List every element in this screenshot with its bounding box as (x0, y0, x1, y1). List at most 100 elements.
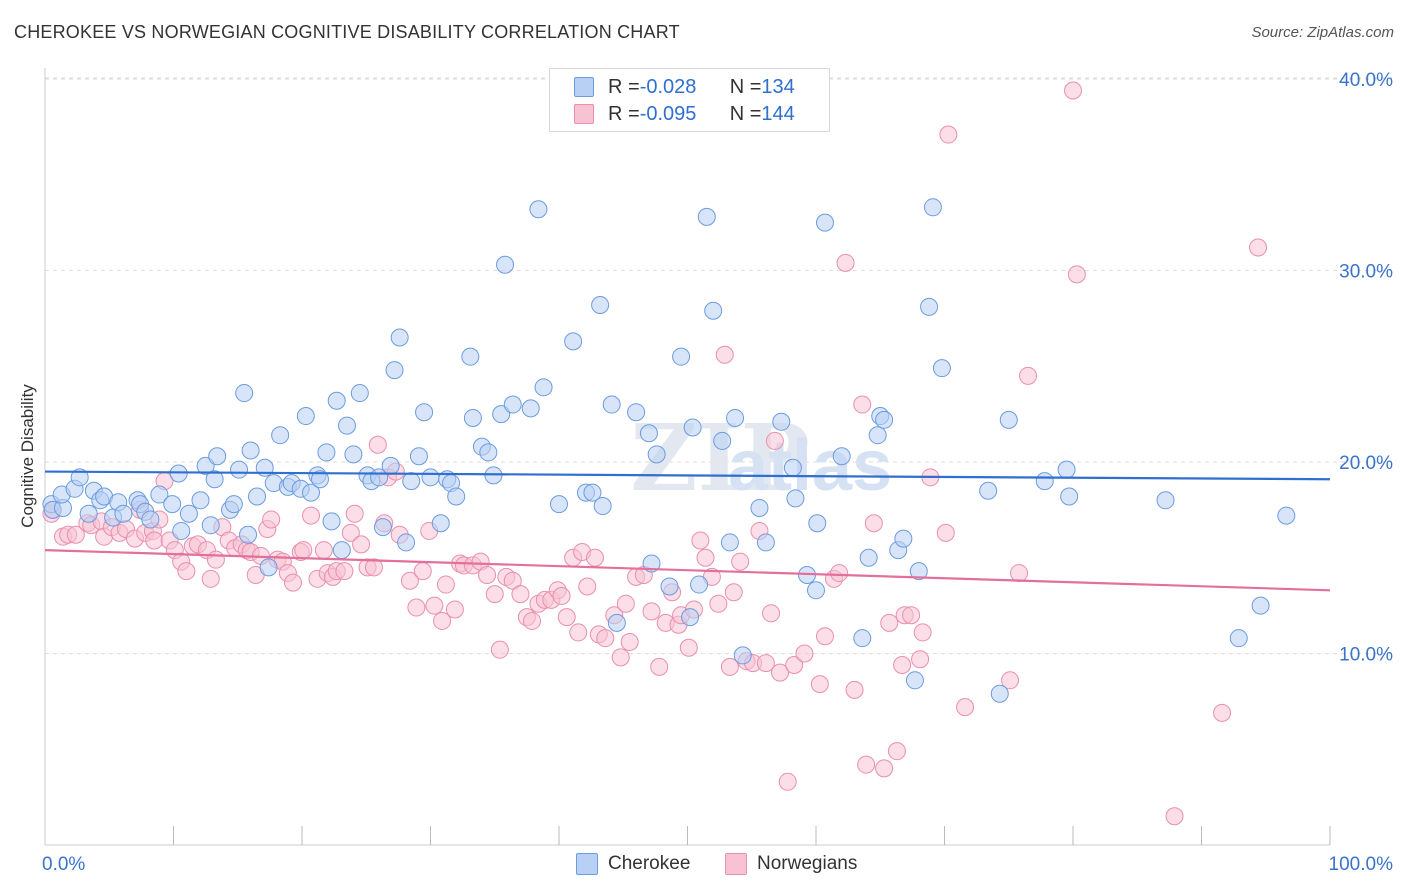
norwegians-point-41 (284, 573, 303, 592)
norwegians-point-37 (262, 510, 281, 529)
watermark-atlas: atlas (728, 426, 892, 506)
cherokee-point-72 (484, 466, 503, 485)
cherokee-point-101 (733, 646, 752, 665)
norwegians-point-88 (569, 623, 588, 642)
cherokee-point-48 (332, 541, 351, 560)
source-credit: Source: ZipAtlas.com (1251, 24, 1394, 41)
cherokee-point-47 (327, 391, 346, 410)
cherokee-point-50 (344, 445, 363, 464)
norwegians-point-44 (301, 506, 320, 525)
norwegians-point-136 (880, 613, 899, 632)
norwegians-point-109 (696, 548, 715, 567)
norwegians-point-151 (1165, 807, 1184, 826)
cherokee-point-113 (859, 548, 878, 567)
cherokee-point-102 (750, 498, 769, 517)
norwegians-point-131 (845, 680, 864, 699)
cherokee-point-12 (114, 504, 133, 523)
cherokee-point-122 (923, 198, 942, 217)
cherokee-point-24 (201, 516, 220, 535)
cherokee-point-127 (1035, 472, 1054, 491)
cherokee-point-67 (447, 487, 466, 506)
legend-row-cherokee: R = -0.028 N = 134 (574, 75, 795, 99)
cherokee-point-130 (1156, 491, 1175, 510)
cherokee-point-126 (999, 410, 1018, 429)
cherokee-point-23 (196, 456, 215, 475)
r-label: R = (608, 75, 640, 98)
norwegians-point-51 (341, 523, 360, 542)
cherokee-point-92 (672, 347, 691, 366)
cherokee-point-118 (894, 529, 913, 548)
cherokee-legend-swatch (576, 853, 598, 875)
cherokee-point-5 (70, 468, 89, 487)
cherokee-point-28 (224, 495, 243, 514)
cherokee-point-125 (990, 684, 1009, 703)
norwegians-point-101 (650, 657, 669, 676)
cherokee-point-111 (832, 447, 851, 466)
cherokee-point-83 (591, 295, 610, 314)
norwegians-point-127 (815, 627, 834, 646)
cherokee-point-58 (390, 328, 409, 347)
norwegians-point-140 (902, 606, 921, 625)
norwegians-point-134 (864, 514, 883, 533)
cherokee-point-94 (683, 418, 702, 437)
cherokee-point-44 (310, 470, 329, 489)
norwegians-point-85 (552, 587, 571, 606)
cherokee-point-121 (920, 297, 939, 316)
norwegians-legend-swatch (725, 853, 747, 875)
cherokee-point-33 (248, 487, 267, 506)
cherokee-point-119 (905, 671, 924, 690)
cherokee-point-76 (521, 399, 540, 418)
cherokee-point-74 (496, 255, 515, 274)
norwegians-point-137 (887, 742, 906, 761)
cherokee-point-31 (239, 525, 258, 544)
norwegians-point-146 (1001, 671, 1020, 690)
cherokee-point-104 (772, 412, 791, 431)
cherokee-point-80 (564, 332, 583, 351)
norwegians-point-111 (709, 594, 728, 613)
cherokee-legend-label: Cherokee (608, 853, 691, 874)
norwegians-point-66 (433, 611, 452, 630)
cherokee-point-59 (397, 533, 416, 552)
norwegians-point-26 (201, 569, 220, 588)
norwegians-point-133 (857, 755, 876, 774)
cherokee-point-116 (875, 410, 894, 429)
cherokee-point-106 (786, 489, 805, 508)
norwegians-point-106 (679, 638, 698, 657)
norwegians-point-119 (756, 654, 775, 673)
cherokee-point-49 (337, 416, 356, 435)
cherokee-point-89 (642, 554, 661, 573)
norwegians-point-138 (893, 655, 912, 674)
r-value-norwegians: -0.095 (639, 102, 697, 125)
trend-lines (44, 470, 1331, 592)
norwegians-point-142 (913, 623, 932, 642)
norwegians-point-100 (642, 602, 661, 621)
y-tick-label-30: 30.0% (1339, 262, 1393, 283)
cherokee-point-99 (720, 533, 739, 552)
y-tick-label-20: 20.0% (1339, 453, 1393, 474)
norwegians-point-46 (314, 541, 333, 560)
cherokee-point-87 (627, 403, 646, 422)
norwegians-point-114 (724, 583, 743, 602)
norwegians-point-22 (177, 562, 196, 581)
norwegians-point-63 (413, 562, 432, 581)
cherokee-point-25 (205, 470, 224, 489)
cherokee-point-69 (463, 408, 482, 427)
norwegians-point-120 (762, 604, 781, 623)
axes (44, 68, 1331, 846)
cherokee-point-131 (1229, 629, 1248, 648)
norwegians-point-122 (771, 663, 790, 682)
cherokee-point-91 (660, 577, 679, 596)
norwegians-point-113 (720, 657, 739, 676)
cherokee-point-71 (479, 443, 498, 462)
cherokee-point-86 (607, 613, 626, 632)
cherokee-point-16 (141, 510, 160, 529)
norwegians-swatch (574, 104, 594, 124)
norwegians-point-121 (765, 431, 784, 450)
cherokee-point-133 (1277, 506, 1296, 525)
y-axis-label: Cognitive Disability (18, 384, 37, 528)
cherokee-trend-line (44, 470, 1331, 481)
cherokee-point-109 (808, 514, 827, 533)
norwegians-point-86 (557, 608, 576, 627)
cherokee-point-93 (681, 608, 700, 627)
norwegians-point-126 (810, 675, 829, 694)
